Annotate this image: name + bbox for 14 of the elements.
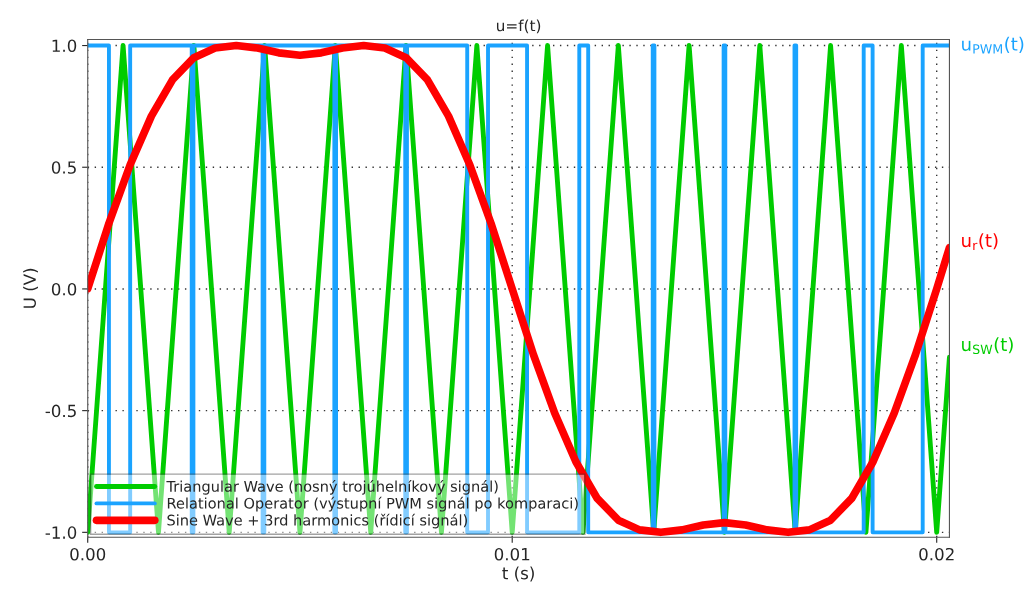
x-tick-label: 0.00 [70, 547, 106, 561]
y-tick-label: -0.5 [45, 404, 76, 418]
y-tick-label: -1.0 [45, 526, 77, 539]
y-tick-label: 1.0 [52, 39, 77, 53]
chart-title: u=f(t) [496, 19, 541, 34]
text: u$_{r}$(t) [962, 233, 998, 250]
y-axis-title: U (V) [23, 268, 38, 308]
y-tick-label: 0.0 [51, 282, 77, 296]
x-tick-label: 0.02 [919, 547, 954, 561]
x-axis-title: t (s) [502, 566, 534, 582]
text: u$_{PWM}$(t) [962, 36, 1024, 54]
y-tick-label: 0.5 [51, 161, 76, 174]
text: u$_{SW}$(t) [962, 337, 1013, 355]
x-tick-label: 0.01 [494, 547, 530, 561]
